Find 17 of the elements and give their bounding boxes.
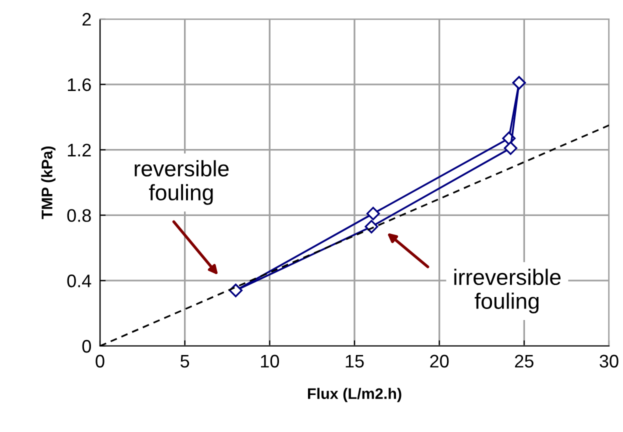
y-tick-label: 1.2 [68, 144, 91, 156]
x-tick-label: 20 [430, 354, 449, 368]
x-tick-label: 25 [515, 354, 534, 368]
y-tick-label: 2 [82, 12, 91, 26]
annotation: reversible fouling [134, 160, 229, 205]
x-axis-title: Flux (L/m2.h) [308, 388, 402, 402]
y-tick-label: 0.8 [67, 209, 91, 222]
annotation: irreversible fouling [454, 268, 561, 314]
x-tick-label: 10 [261, 354, 280, 368]
x-tick-label: 5 [180, 354, 190, 368]
y-tick-label: 1.6 [68, 78, 91, 92]
x-tick-label: 30 [600, 354, 618, 368]
y-tick-label: 0 [82, 340, 91, 353]
y-axis-title: TMP (kPa) [41, 146, 56, 220]
y-tick-label: 0.4 [67, 274, 92, 288]
x-tick-label: 15 [346, 354, 364, 368]
x-tick-label: 0 [96, 354, 104, 368]
